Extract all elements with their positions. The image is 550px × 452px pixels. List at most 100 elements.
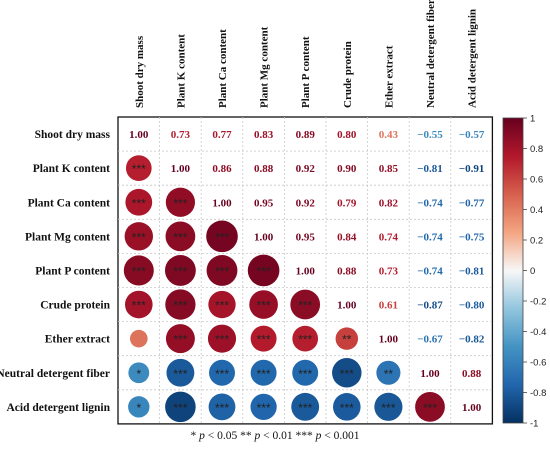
correlation-value: 0.43 [379,129,399,141]
grid-frame [117,116,494,425]
correlation-value: 1.00 [129,129,149,141]
significance-stars: *** [215,230,229,244]
significance-stars: *** [340,367,354,381]
correlation-value: −0.74 [417,265,443,277]
correlation-circle [124,222,154,251]
footnote-text-2: < 0.05 ** [204,430,255,442]
significance-stars: * [136,401,141,415]
significance-stars: *** [132,264,146,278]
correlation-value: −0.74 [417,197,443,209]
correlation-value: 0.74 [379,231,399,243]
significance-stars: *** [298,333,312,347]
correlation-value: 0.95 [254,197,274,209]
correlation-value: 0.89 [296,129,316,141]
correlation-circle [164,255,196,286]
correlation-value: −0.80 [459,300,485,312]
correlation-value: −0.75 [459,231,485,243]
correlation-value: −0.55 [417,129,443,141]
heatmap-marks: 1.00 0.73 0.77 0.83 0.89 0.80 0.43 −0.55 −0.57**… [123,129,485,423]
heatmap-labels: Shoot dry mass Plant K content Plant Ca co… [0,0,479,414]
significance-stars: ** [384,367,394,381]
correlation-circle [209,359,235,386]
correlation-value: 0.73 [171,129,191,141]
colorbar-tick-label: -0.4 [530,327,546,338]
correlation-circle [333,393,361,421]
correlation-circle [206,255,238,286]
column-label: Ether extract [383,45,395,108]
correlation-circle [166,358,195,387]
row-label: Crude protein [40,300,110,312]
significance-stars: *** [215,264,229,278]
correlation-value: 0.82 [379,197,399,209]
correlation-circle [129,329,148,348]
footnote-p-2: p [254,430,261,442]
significance-stars: *** [173,230,187,244]
colorbar-tick-label: 0.6 [530,175,543,186]
colorbar-tick-label: -0.6 [530,358,546,369]
significance-stars: *** [340,401,354,415]
correlation-circle [123,255,154,286]
colorbar-tick-label: 0.4 [530,205,543,216]
footnote-text-1: * [190,430,200,442]
correlation-value: 1.00 [212,197,232,209]
row-label: Neutral detergent fiber [0,368,110,380]
correlation-value: 0.95 [296,231,316,243]
row-label: Plant K content [33,163,110,175]
colorbar-tick-label: 0 [530,266,535,277]
correlation-value: −0.77 [459,197,485,209]
correlation-value: 0.83 [254,129,274,141]
significance-stars: *** [298,367,312,381]
correlation-circle [125,155,152,182]
correlation-circle [335,327,359,350]
significance-stars: *** [132,196,146,210]
correlation-value: 1.00 [420,368,440,380]
correlation-circle [165,221,196,252]
significance-stars: *** [423,401,437,415]
colorbar-tick-label: 1 [530,114,535,125]
correlation-value: 0.88 [462,368,482,380]
colorbar-tick-label: -0.2 [530,297,546,308]
correlation-circle [291,392,320,421]
correlation-circle [208,393,236,421]
row-label: Plant Ca content [28,197,111,209]
significance-stars: *** [257,264,271,278]
correlation-circle [207,324,237,353]
footnote-text-4: < 0.001 [321,430,360,442]
correlation-circle [128,362,150,384]
significance-footnote: * p < 0.05 ** p < 0.01 *** p < 0.001 [0,430,550,442]
correlation-value: 0.61 [379,300,398,312]
significance-stars: *** [298,401,312,415]
correlation-circle [250,393,277,420]
column-label: Plant P content [300,36,312,108]
correlation-value: −0.87 [417,300,443,312]
significance-stars: *** [132,299,146,313]
column-label: Shoot dry mass [134,35,146,108]
significance-stars: *** [257,367,271,381]
correlation-value: 1.00 [462,402,482,414]
correlation-value: −0.82 [459,334,485,346]
significance-stars: *** [215,299,229,313]
significance-stars: *** [257,401,271,415]
significance-stars: *** [173,264,187,278]
correlation-value: −0.81 [417,163,443,175]
correlation-value: 0.85 [379,163,399,175]
correlation-circle [165,324,195,354]
significance-stars: *** [173,299,187,313]
correlation-value: −0.91 [459,163,485,175]
significance-stars: *** [132,162,146,176]
colorbar-tick-label: 0.2 [530,236,543,247]
correlation-circle [165,391,196,423]
correlation-value: −0.67 [417,334,443,346]
significance-stars: *** [173,333,187,347]
significance-stars: * [136,367,141,381]
colorbar-tick-label: -0.8 [530,388,546,399]
significance-stars: ** [342,333,352,347]
correlation-value: 0.92 [296,197,316,209]
column-label: Plant Mg content [259,26,271,108]
column-label: Plant K content [175,34,187,108]
colorbar: 1 0.8 0.6 0.4 0.2 0 -0.2 -0.4 -0.6 -0.8 -1 [502,114,546,430]
significance-stars: *** [215,333,229,347]
significance-stars: *** [298,299,312,313]
correlation-circle [249,290,278,319]
correlation-value: −0.57 [459,129,485,141]
